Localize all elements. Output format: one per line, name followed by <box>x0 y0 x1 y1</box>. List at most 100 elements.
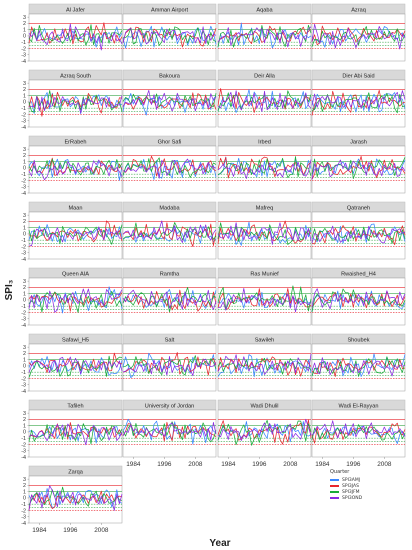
series-line-spi3ond <box>311 357 406 377</box>
series-line-spi3ond <box>311 23 406 50</box>
y-tick-label: 1 <box>23 423 26 429</box>
series-line-spi3ond <box>311 420 406 440</box>
series-line-spi3ond <box>217 288 312 313</box>
panel: Amman Airport <box>122 3 217 62</box>
panel-title: Tafileh <box>67 403 83 409</box>
y-tick-label: -1 <box>21 502 26 508</box>
series-line-spi3amj <box>311 290 406 313</box>
panel-title: Maan <box>69 205 83 211</box>
series-line-spi3amj <box>122 352 217 379</box>
series-line-spi3jas <box>311 225 406 246</box>
panel-title: Jarash <box>350 139 367 145</box>
series-line-spi3jas <box>28 352 123 373</box>
y-tick-label: 1 <box>23 489 26 495</box>
y-tick-label: 0 <box>23 166 26 172</box>
series-line-spi3jas <box>311 290 406 309</box>
series-line-spi3ond <box>28 356 123 375</box>
y-tick-label: 3 <box>23 345 26 351</box>
y-tick-label: -4 <box>21 59 26 65</box>
y-tick-label: -2 <box>21 508 26 514</box>
y-tick-label: -3 <box>21 317 26 323</box>
y-tick-label: 0 <box>23 364 26 370</box>
panel-title: Queen AIA <box>62 271 89 277</box>
panel-plot-area <box>28 145 123 194</box>
panel: Madaba <box>122 201 217 260</box>
series-line-spi3jfm <box>217 156 312 179</box>
panel-title: Amman Airport <box>151 7 188 13</box>
panel-title: Deir Alla <box>254 73 276 79</box>
series-line-spi3amj <box>122 158 217 180</box>
x-tick-label: 1996 <box>157 461 172 468</box>
series-line-spi3amj <box>28 158 123 181</box>
series-line-spi3amj <box>311 223 406 244</box>
panel: Ras Munief <box>217 267 312 326</box>
panel-plot-area <box>311 13 406 62</box>
y-tick-label: 0 <box>23 430 26 436</box>
series-line-spi3ond <box>28 95 123 114</box>
panel-plot-area <box>311 409 406 458</box>
y-tick-label: 2 <box>23 219 26 225</box>
y-tick-label: 1 <box>23 93 26 99</box>
x-tick-label: 2008 <box>377 461 392 468</box>
panel-title: Ras Munief <box>250 271 279 277</box>
series-line-spi3ond <box>217 26 312 48</box>
y-tick-label: -3 <box>21 119 26 125</box>
series-line-spi3jfm <box>311 26 406 47</box>
y-tick-label: -4 <box>21 323 26 329</box>
x-tick-label: 2008 <box>188 461 203 468</box>
panel: Bakoura <box>122 69 217 128</box>
legend: Quarter SPI3AMJ SPI3JAS SPI3JFM SPI3OND <box>330 469 400 501</box>
series-line-spi3ond <box>28 485 123 511</box>
legend-swatch-spi3ond <box>330 497 339 499</box>
series-line-spi3amj <box>217 221 312 246</box>
series-line-spi3jas <box>28 91 123 117</box>
x-tick-label: 1984 <box>315 461 330 468</box>
panel: Rwaished_H4 <box>311 267 406 326</box>
series-line-spi3ond <box>28 288 123 313</box>
panel-title: Aqaba <box>256 7 273 13</box>
y-tick-label: 1 <box>23 291 26 297</box>
legend-label-spi3amj: SPI3AMJ <box>342 477 361 483</box>
y-tick-label: 2 <box>23 417 26 423</box>
series-line-spi3ond <box>217 222 312 245</box>
legend-swatch-spi3jas <box>330 485 339 487</box>
panel-title: Salt <box>165 337 175 343</box>
series-line-spi3amj <box>217 421 312 443</box>
series-line-spi3jfm <box>122 93 217 108</box>
y-tick-label: 2 <box>23 351 26 357</box>
series-line-spi3jfm <box>311 226 406 244</box>
series-line-spi3jfm <box>28 423 123 445</box>
series-line-spi3jas <box>217 88 312 113</box>
y-tick-label: -3 <box>21 185 26 191</box>
series-line-spi3ond <box>311 90 406 109</box>
series-line-spi3jas <box>311 422 406 444</box>
series-line-spi3amj <box>217 89 312 113</box>
y-tick-label: 1 <box>23 357 26 363</box>
y-tick-label: -1 <box>21 40 26 46</box>
series-line-spi3ond <box>28 23 123 51</box>
panel-title: Rwaished_H4 <box>341 271 376 277</box>
panel: Wadi Dhulil 1984 1996 2008 <box>217 399 312 468</box>
panel: Ramtha <box>122 267 217 326</box>
series-line-spi3ond <box>217 90 312 112</box>
series-line-spi3ond <box>28 226 123 247</box>
legend-label-spi3ond: SPI3OND <box>342 495 363 501</box>
series-line-spi3ond <box>122 422 217 441</box>
panel: Qatraneh <box>311 201 406 260</box>
legend-label-spi3jfm: SPI3JFM <box>342 489 360 495</box>
series-line-spi3ond <box>28 423 123 446</box>
y-tick-label: 2 <box>23 153 26 159</box>
panel-title: Al Jafer <box>66 7 85 13</box>
legend-label-spi3jas: SPI3JAS <box>342 483 359 489</box>
series-line-spi3jfm <box>28 158 123 176</box>
series-line-spi3ond <box>311 159 406 180</box>
series-line-spi3jas <box>122 289 217 312</box>
panel-title: Dier Abi Said <box>342 73 374 79</box>
series-line-spi3jas <box>122 26 217 48</box>
series-line-spi3jfm <box>28 486 123 507</box>
y-tick-label: -2 <box>21 46 26 52</box>
series-line-spi3jfm <box>217 24 312 48</box>
